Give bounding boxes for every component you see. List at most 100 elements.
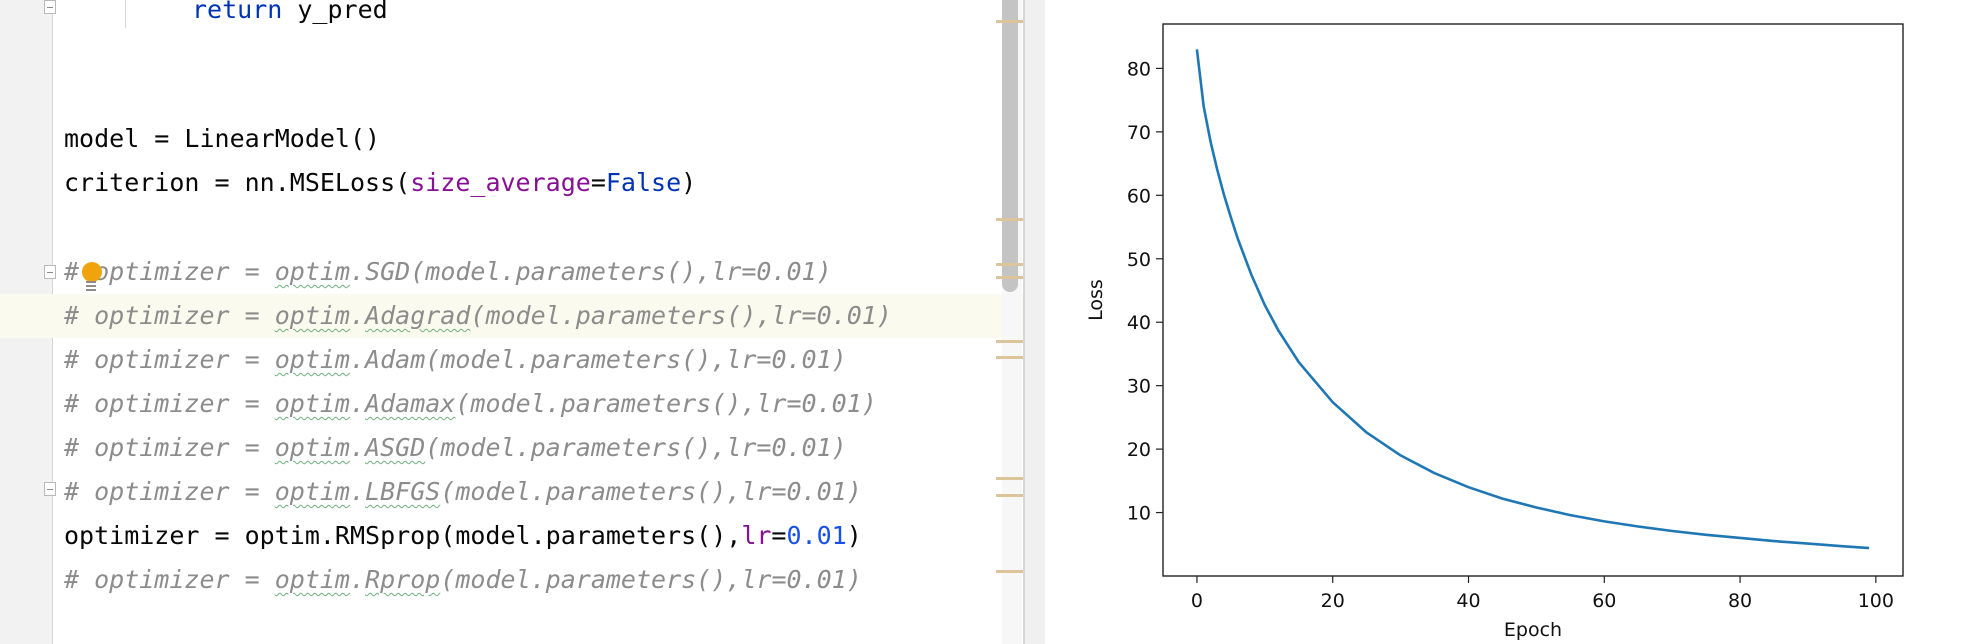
code-line[interactable]: criterion = nn.MSELoss(size_average=Fals…: [64, 161, 696, 205]
code-text: ): [681, 168, 697, 197]
loss-series-line: [1195, 49, 1870, 550]
plot-frame: [1162, 23, 1904, 577]
y-tick-label: 10: [1127, 503, 1151, 525]
error-stripe-mark[interactable]: [996, 276, 1024, 279]
plot-panel: 0 20 40 60 80 100 10 20 30 40 50 60 70 80 Epoch Loss: [1045, 0, 1988, 644]
comment-text: .: [350, 257, 366, 286]
code-line[interactable]: model = LinearModel(): [64, 117, 380, 161]
error-stripe-mark[interactable]: [996, 340, 1024, 343]
comment-text: # optimizer =: [64, 389, 275, 418]
comment-line[interactable]: # optimizer = optim.Adagrad(model.parame…: [64, 294, 892, 338]
comment-text: Adam: [365, 345, 426, 374]
comment-text: Rprop: [365, 565, 441, 594]
comment-line[interactable]: # optimizer = optim.LBFGS(model.paramete…: [64, 470, 862, 514]
comment-text: optim: [274, 345, 350, 374]
comment-text: optim: [274, 257, 350, 286]
code-text: =: [590, 168, 606, 197]
comment-text: # optimizer =: [64, 565, 275, 594]
code-text: ): [846, 521, 862, 550]
comment-line[interactable]: # optimizer = optim.Rprop(model.paramete…: [64, 558, 862, 602]
y-tick-label: 20: [1127, 439, 1151, 461]
comment-text: optim: [274, 301, 350, 330]
x-tick-label: 80: [1728, 590, 1752, 612]
y-tick-label: 70: [1127, 122, 1151, 144]
comment-text: optim: [274, 433, 350, 462]
error-stripe-mark[interactable]: [996, 356, 1024, 359]
error-stripe-mark[interactable]: [996, 494, 1024, 497]
comment-line[interactable]: # optimizer = optim.ASGD(model.parameter…: [64, 426, 847, 470]
comment-text: (model.parameters(),lr=0.01): [425, 345, 847, 374]
y-axis-label: Loss: [1085, 279, 1107, 321]
code-line-active[interactable]: optimizer = optim.RMSprop(model.paramete…: [64, 514, 862, 558]
x-axis-label: Epoch: [1504, 619, 1562, 641]
fold-marker[interactable]: [44, 0, 56, 14]
comment-text: #: [64, 257, 80, 286]
comment-text: .: [349, 389, 366, 418]
keyword-false: False: [605, 168, 682, 197]
comment-text: # optimizer =: [64, 345, 275, 374]
x-tick-label: 100: [1858, 590, 1894, 612]
code-text: criterion = nn.MSELoss(: [64, 168, 411, 197]
fold-marker[interactable]: [44, 265, 56, 279]
loss-chart: 0 20 40 60 80 100 10 20 30 40 50 60 70 80 Epoch Loss: [1085, 23, 1904, 641]
number-literal: 0.01: [786, 521, 847, 550]
editor-border: [1023, 0, 1025, 644]
error-stripe-mark[interactable]: [996, 477, 1024, 480]
comment-text: .: [349, 433, 366, 462]
code-line[interactable]: return y_pred: [192, 0, 388, 32]
comment-text: (model.parameters(),lr=0.01): [440, 565, 862, 594]
keyword-return: return: [192, 0, 283, 24]
comment-text: SGD: [365, 257, 411, 286]
code-text: model = LinearModel(): [64, 124, 381, 153]
comment-line[interactable]: # optimizer = optim.SGD(model.parameters…: [64, 250, 832, 294]
comment-line[interactable]: # optimizer = optim.Adamax(model.paramet…: [64, 382, 877, 426]
param-name: size_average: [410, 168, 591, 197]
comment-text: Adamax: [365, 389, 456, 418]
code-editor[interactable]: return y_pred model = LinearModel() crit…: [0, 0, 1025, 644]
y-tick-label: 80: [1127, 58, 1151, 80]
comment-text: # optimizer =: [64, 477, 275, 506]
lightbulb-icon[interactable]: [82, 262, 102, 282]
code-text: optimizer = optim.RMSprop(model.paramete…: [64, 521, 742, 550]
comment-line[interactable]: # optimizer = optim.Adam(model.parameter…: [64, 338, 847, 382]
y-tick-label: 60: [1127, 185, 1151, 207]
intention-lines-icon: [86, 281, 96, 291]
error-stripe-mark[interactable]: [996, 263, 1024, 266]
y-tick-label: 30: [1127, 376, 1151, 398]
param-name: lr: [741, 521, 772, 550]
comment-text: optim: [274, 389, 350, 418]
current-line-highlight: [0, 294, 1025, 338]
code-text: =: [771, 521, 787, 550]
comment-text: (model.parameters(),lr=0.01): [470, 301, 892, 330]
comment-text: # optimizer =: [64, 301, 275, 330]
indent-guide: [125, 0, 126, 28]
error-stripe-mark[interactable]: [996, 570, 1024, 573]
comment-text: .: [349, 301, 366, 330]
fold-marker[interactable]: [44, 482, 56, 496]
comment-text: (model.parameters(),lr=0.01): [440, 477, 862, 506]
comment-text: # optimizer =: [64, 433, 275, 462]
x-tick-label: 20: [1321, 590, 1345, 612]
vertical-scrollbar-thumb[interactable]: [1002, 0, 1018, 292]
y-tick-label: 50: [1127, 249, 1151, 271]
comment-text: (model.parameters(),lr=0.01): [425, 433, 847, 462]
comment-text: (model.parameters(),lr=0.01): [455, 389, 877, 418]
code-text: y_pred: [282, 0, 388, 24]
comment-text: optim: [274, 565, 350, 594]
comment-text: .: [349, 565, 366, 594]
y-tick-label: 40: [1127, 312, 1151, 334]
x-tick-label: 40: [1456, 590, 1480, 612]
error-stripe-mark[interactable]: [996, 218, 1024, 221]
comment-text: .: [349, 477, 366, 506]
comment-text: optim: [274, 477, 350, 506]
comment-text: Adagrad: [365, 301, 471, 330]
comment-text: (model.parameters(),lr=0.01): [410, 257, 832, 286]
x-tick-label: 0: [1191, 590, 1203, 612]
comment-text: ASGD: [365, 433, 426, 462]
comment-text: .: [349, 345, 366, 374]
x-tick-label: 60: [1592, 590, 1616, 612]
error-stripe-mark[interactable]: [996, 20, 1024, 23]
comment-text: LBFGS: [365, 477, 441, 506]
panel-divider[interactable]: [1025, 0, 1045, 644]
comment-text: optimizer =: [79, 257, 275, 286]
